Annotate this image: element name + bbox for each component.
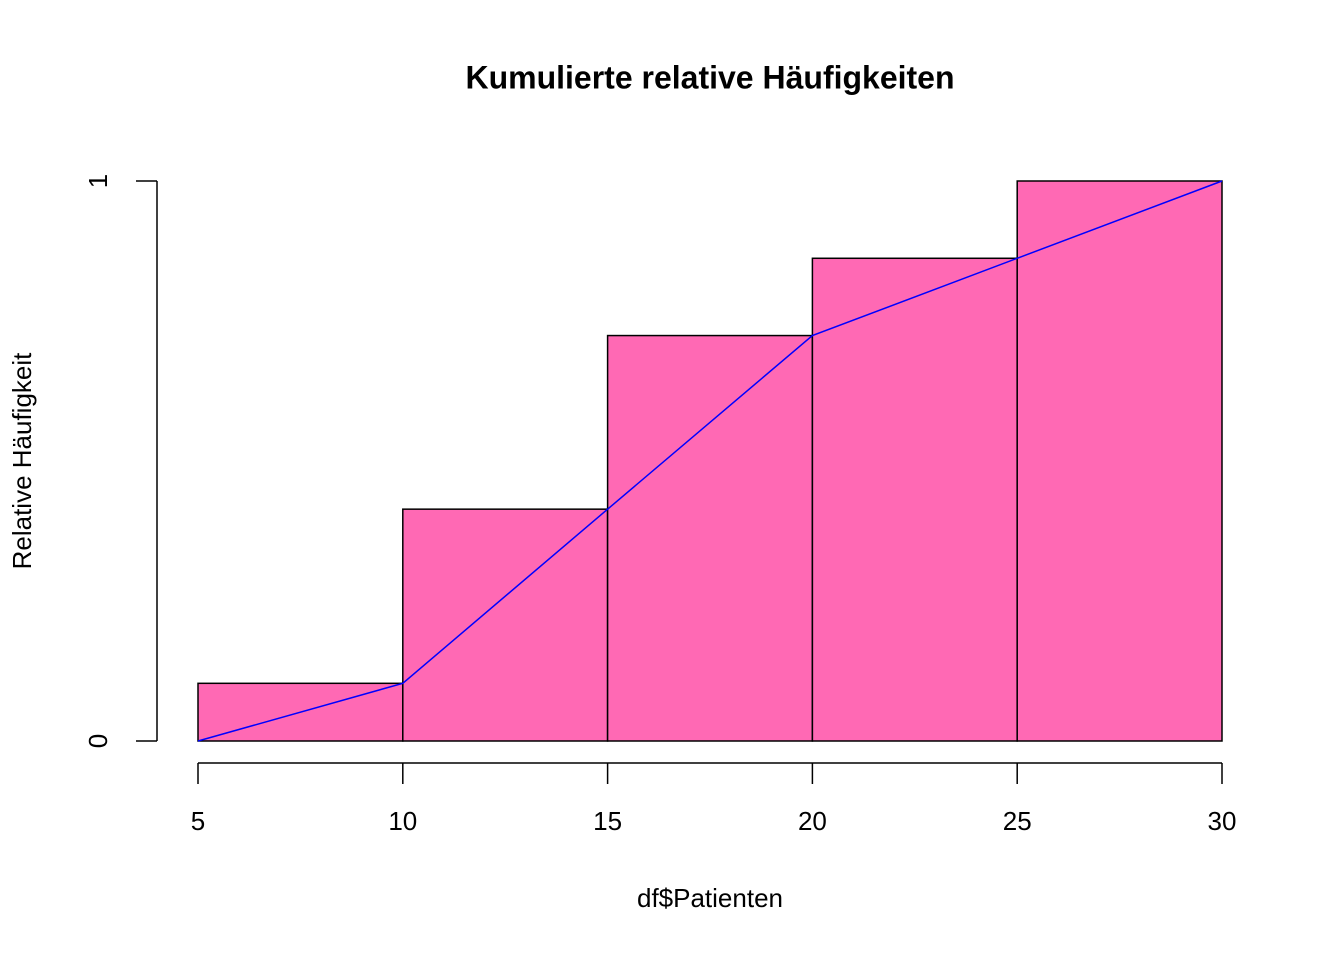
cumulative-line xyxy=(197,180,1223,742)
x-tick-label: 25 xyxy=(1003,806,1032,836)
x-tick-label: 15 xyxy=(593,806,622,836)
y-tick-label: 1 xyxy=(83,174,113,188)
x-tick-label: 20 xyxy=(798,806,827,836)
bar xyxy=(1016,180,1223,742)
y-tick-label: 0 xyxy=(83,734,113,748)
bar xyxy=(402,508,609,742)
chart-title: Kumulierte relative Häufigkeiten xyxy=(465,59,954,95)
y-axis-label: Relative Häufigkeit xyxy=(7,352,37,570)
bar xyxy=(606,334,814,742)
x-axis-label: df$Patienten xyxy=(637,883,783,913)
x-tick-label: 5 xyxy=(191,806,205,836)
x-tick-label: 30 xyxy=(1208,806,1237,836)
bar xyxy=(811,257,1018,742)
x-tick-label: 10 xyxy=(388,806,417,836)
